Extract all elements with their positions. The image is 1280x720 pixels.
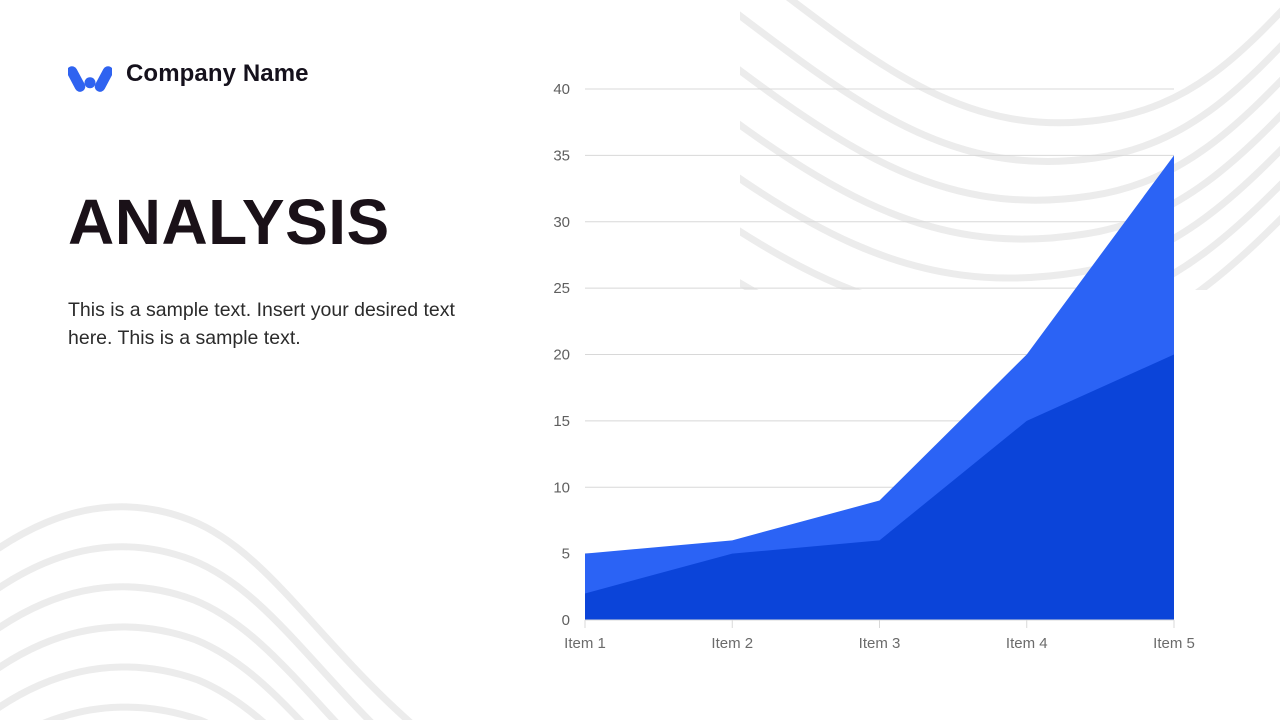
svg-text:15: 15 [553,413,570,430]
company-a-mark-icon [68,66,112,92]
page-title: ANALYSIS [68,186,390,258]
svg-text:35: 35 [553,147,570,164]
svg-text:5: 5 [562,546,570,563]
svg-text:Item 1: Item 1 [564,635,606,652]
chart-x-axis-labels: Item 1 Item 2 Item 3 Item 4 Item 5 [564,635,1195,652]
brand-name: Company Name [126,60,309,87]
svg-text:25: 25 [553,280,570,297]
body-paragraph: This is a sample text. Insert your desir… [68,299,455,350]
svg-text:Item 5: Item 5 [1153,635,1195,652]
svg-text:10: 10 [553,479,570,496]
left-content-panel: Company Name ANALYSIS This is a sample t… [0,0,540,720]
svg-text:0: 0 [562,612,570,629]
svg-text:20: 20 [553,347,570,364]
chart-y-axis-labels: 0 5 10 15 20 25 30 35 40 [553,81,570,629]
chart-x-axis-ticks [584,620,1175,628]
area-chart: 0 5 10 15 20 25 30 35 40 Item 1 Item 2 Item 3 Item … [540,0,1280,720]
svg-text:40: 40 [553,81,570,98]
svg-text:30: 30 [553,214,570,231]
svg-text:Item 3: Item 3 [859,635,901,652]
chart-series-areas [585,155,1174,620]
svg-text:Item 4: Item 4 [1006,635,1048,652]
svg-text:Item 2: Item 2 [711,635,753,652]
brand-lockup: Company Name [68,52,309,96]
